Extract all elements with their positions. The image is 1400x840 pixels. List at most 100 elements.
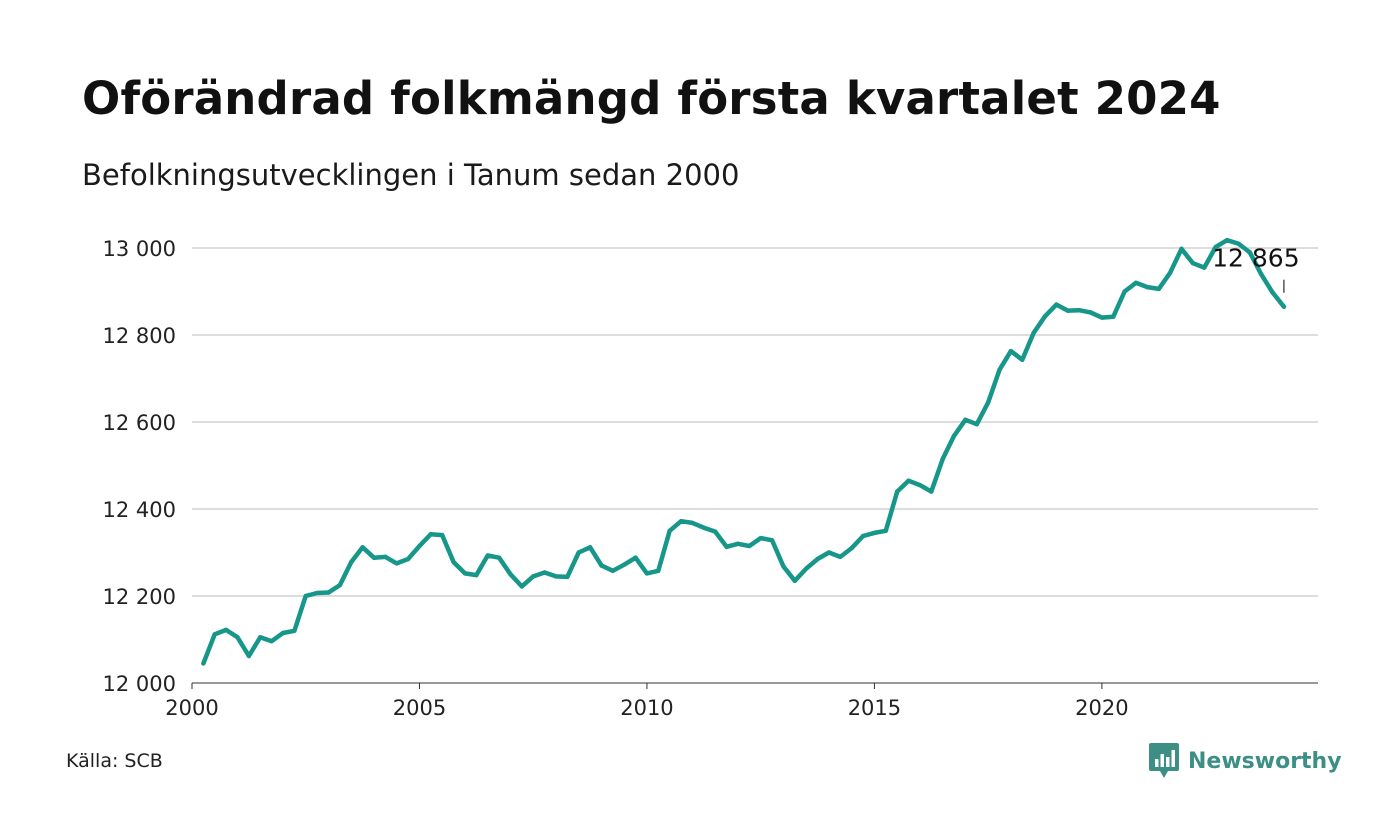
data-point [701,525,707,530]
source-credit: Källa: SCB [66,750,163,772]
x-tick-label: 2020 [1075,696,1128,720]
data-point [633,555,638,560]
newsworthy-chart-logo-icon [1149,743,1179,778]
data-point [417,543,422,549]
chart-title: Oförändrad folkmängd första kvartalet 20… [82,72,1221,125]
data-point [1133,280,1139,285]
data-point [1054,302,1059,307]
data-point [1122,289,1127,294]
data-point [769,538,775,543]
brand-name: Newsworthy [1188,748,1342,774]
population-line [201,237,1287,666]
annotation-label: 12 865 [1212,244,1299,273]
y-axis-tick-labels: 12 000 12 200 12 400 12 600 12 800 13 000 [103,237,176,696]
data-point [1031,330,1036,336]
data-point [1281,304,1287,309]
data-point [451,559,456,565]
data-point [929,489,934,494]
data-point [349,559,354,565]
data-point [269,639,274,644]
data-point [622,562,627,567]
data-point [951,433,957,439]
data-point [576,550,581,555]
data-point [599,563,604,568]
data-point [1179,246,1184,252]
y-tick-label: 12 200 [103,585,176,609]
line-chart: 12 000 12 200 12 400 12 600 12 800 13 000 200… [103,237,1318,720]
y-tick-label: 12 600 [103,411,176,435]
data-point [656,568,661,573]
data-point [519,584,525,589]
data-point [883,528,888,533]
data-point [781,564,786,569]
data-point [610,568,616,573]
data-point [644,571,650,576]
data-point [849,545,854,551]
data-point [860,533,866,539]
data-point [917,482,923,488]
data-point [508,572,513,577]
data-point [735,541,741,546]
data-point [553,574,559,579]
data-point [894,489,900,494]
data-point [997,367,1002,372]
data-point [428,532,434,537]
data-point [360,545,365,550]
data-point [1224,237,1230,243]
data-point [258,635,263,640]
chart-subtitle: Befolkningsutvecklingen i Tanum sedan 20… [82,158,740,192]
data-point [667,528,672,533]
data-point [371,555,377,560]
data-point [223,627,229,633]
data-point [314,590,320,596]
data-point [201,661,206,666]
data-point [1145,284,1150,290]
data-point [292,628,297,633]
x-tick-label: 2000 [165,696,218,720]
x-tick-label: 2015 [848,696,901,720]
data-point [747,543,752,549]
data-point [1076,308,1082,313]
data-point [690,520,695,526]
data-point [531,574,536,579]
data-point [303,593,308,599]
data-point [212,632,217,637]
gridlines [192,247,1318,597]
data-point [1099,315,1105,320]
data-point [565,574,570,580]
data-point [496,555,502,560]
data-point [542,570,547,575]
data-point [815,556,820,562]
data-point [1020,357,1025,362]
data-point [963,417,968,423]
data-point [1042,314,1048,319]
data-point [485,553,490,558]
data-point [1270,290,1275,295]
data-point [906,478,911,483]
x-tick-label: 2010 [620,696,673,720]
data-point [1111,314,1116,319]
data-point [1088,310,1093,315]
data-point [1156,286,1161,292]
data-point [1236,241,1241,246]
data-point [758,535,763,541]
data-point [940,456,945,462]
data-point [462,571,468,576]
data-point [678,518,684,524]
data-point [280,630,286,636]
data-point [405,556,411,562]
data-point [1213,244,1218,250]
x-tick-label: 2005 [393,696,446,720]
data-point [1202,265,1207,270]
data-point [1258,271,1264,277]
x-axis-ticks: 2000 2005 2010 2015 2020 [165,683,1129,720]
data-point [587,545,593,550]
data-point [724,544,729,550]
data-point [974,421,979,427]
data-point [326,590,331,595]
data-point [394,561,399,566]
data-point [1008,348,1014,354]
data-points [201,237,1287,666]
data-point [826,550,832,555]
y-tick-label: 13 000 [103,237,176,261]
